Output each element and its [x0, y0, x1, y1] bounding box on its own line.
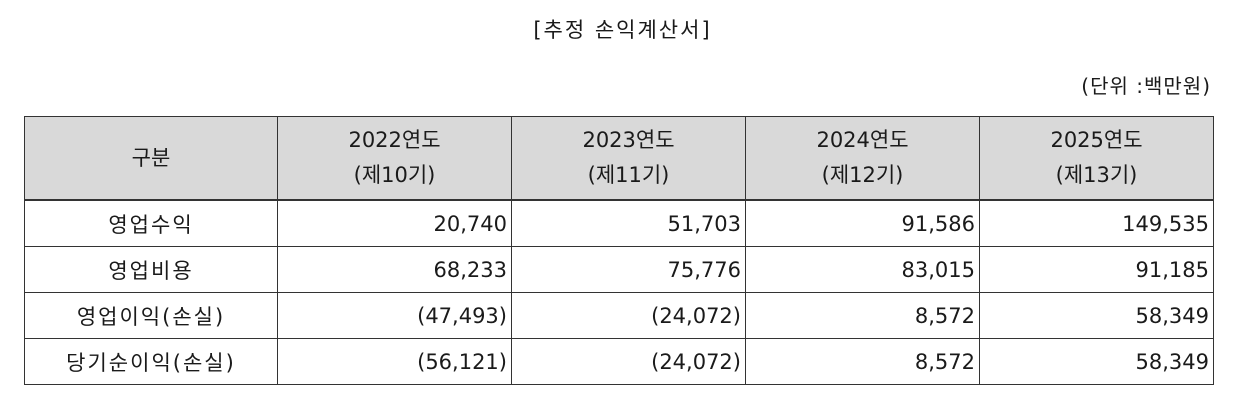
table-cell: 149,535: [979, 199, 1214, 247]
table-cell: (24,072): [511, 292, 746, 339]
unit-note: (단위 :백만원): [1081, 74, 1211, 98]
header-year-col: 2023연도 (제11기): [511, 116, 746, 201]
header-year: 2023연도: [582, 128, 675, 152]
table-cell: 51,703: [511, 199, 746, 247]
table-cell: 58,349: [979, 292, 1214, 339]
table-cell: 91,586: [745, 199, 980, 247]
row-label: 영업이익(손실): [24, 292, 278, 339]
table-cell: 83,015: [745, 246, 980, 293]
header-year: 2025연도: [1050, 128, 1143, 152]
row-label: 영업비용: [24, 246, 278, 293]
header-year: 2024연도: [816, 128, 909, 152]
table-cell: 75,776: [511, 246, 746, 293]
header-row: 구분 2022연도 (제10기) 2023연도 (제11기) 2024연도 (제…: [24, 116, 1214, 201]
table-cell: 20,740: [277, 199, 512, 247]
table-row: 영업이익(손실) (47,493) (24,072) 8,572 58,349: [24, 292, 1214, 339]
table-cell: 68,233: [277, 246, 512, 293]
row-label: 당기순이익(손실): [24, 338, 278, 385]
document-title: [추정 손익계산서]: [533, 18, 712, 42]
header-year-col: 2025연도 (제13기): [979, 116, 1214, 201]
table-row: 영업수익 20,740 51,703 91,586 149,535: [24, 199, 1214, 247]
table-cell: (24,072): [511, 338, 746, 385]
header-category: 구분: [24, 116, 278, 201]
table-cell: 58,349: [979, 338, 1214, 385]
table-cell: 91,185: [979, 246, 1214, 293]
table-cell: 8,572: [745, 292, 980, 339]
header-period: (제13기): [1055, 163, 1138, 187]
header-year-col: 2022연도 (제10기): [277, 116, 512, 201]
header-year: 2022연도: [348, 128, 441, 152]
table-cell: (56,121): [277, 338, 512, 385]
table-row: 영업비용 68,233 75,776 83,015 91,185: [24, 246, 1214, 293]
header-period: (제12기): [821, 163, 904, 187]
income-statement-table: 구분 2022연도 (제10기) 2023연도 (제11기) 2024연도 (제…: [24, 116, 1214, 385]
table-row: 당기순이익(손실) (56,121) (24,072) 8,572 58,349: [24, 338, 1214, 385]
header-year-col: 2024연도 (제12기): [745, 116, 980, 201]
row-label: 영업수익: [24, 199, 278, 247]
header-period: (제10기): [353, 163, 436, 187]
table-cell: 8,572: [745, 338, 980, 385]
table-cell: (47,493): [277, 292, 512, 339]
header-period: (제11기): [587, 163, 670, 187]
